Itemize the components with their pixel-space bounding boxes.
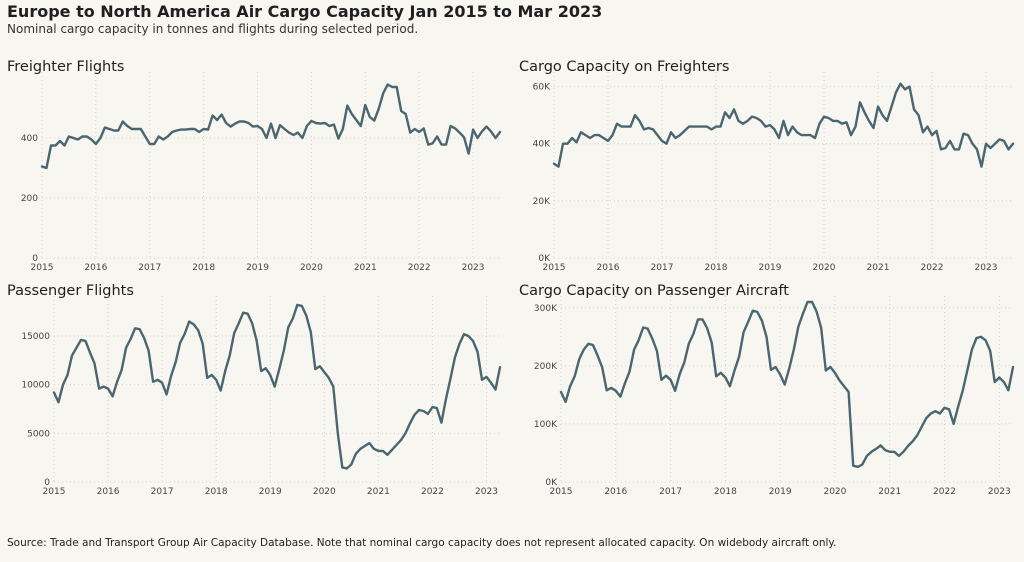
- x-tick-label: 2020: [300, 263, 323, 273]
- x-tick-label: 2018: [205, 487, 228, 497]
- x-tick-label: 2019: [769, 487, 792, 497]
- x-tick-label: 2015: [31, 263, 54, 273]
- y-tick-label: 0: [32, 254, 38, 264]
- x-tick-label: 2018: [714, 487, 737, 497]
- x-tick-label: 2021: [867, 263, 890, 273]
- x-tick-label: 2019: [759, 263, 782, 273]
- x-tick-label: 2023: [475, 487, 498, 497]
- chart-subtitle: Nominal cargo capacity in tonnes and fli…: [7, 22, 419, 36]
- x-tick-label: 2018: [192, 263, 215, 273]
- panel-title: Passenger Flights: [7, 283, 134, 299]
- series-line: [52, 303, 502, 470]
- y-tick-label: 200K: [534, 362, 558, 372]
- y-tick-label: 200: [21, 194, 38, 204]
- y-tick-label: 40K: [533, 140, 551, 150]
- x-tick-label: 2017: [138, 263, 161, 273]
- x-tick-label: 2015: [43, 487, 66, 497]
- y-tick-label: 400: [21, 134, 38, 144]
- x-tick-label: 2018: [705, 263, 728, 273]
- series-line: [40, 83, 502, 170]
- x-tick-label: 2021: [354, 263, 377, 273]
- y-tick-label: 10000: [21, 381, 50, 391]
- x-tick-label: 2016: [604, 487, 627, 497]
- panel-title: Freighter Flights: [7, 59, 125, 75]
- panel-title: Cargo Capacity on Freighters: [519, 59, 730, 75]
- x-tick-label: 2016: [84, 263, 107, 273]
- x-tick-label: 2019: [259, 487, 282, 497]
- y-tick-label: 0K: [538, 254, 551, 264]
- x-tick-label: 2020: [823, 487, 846, 497]
- series-line: [559, 300, 1015, 469]
- x-tick-label: 2016: [97, 487, 120, 497]
- x-tick-label: 2022: [421, 487, 444, 497]
- y-tick-label: 5000: [27, 429, 50, 439]
- x-tick-label: 2017: [151, 487, 174, 497]
- source-note: Source: Trade and Transport Group Air Ca…: [7, 537, 837, 549]
- y-tick-label: 300K: [534, 304, 558, 314]
- x-tick-label: 2023: [462, 263, 485, 273]
- x-tick-label: 2021: [367, 487, 390, 497]
- y-tick-label: 60K: [533, 83, 551, 93]
- chart-title: Europe to North America Air Cargo Capaci…: [7, 2, 603, 21]
- series-line: [552, 82, 1015, 168]
- y-tick-label: 0K: [545, 478, 558, 488]
- x-tick-label: 2019: [246, 263, 269, 273]
- x-tick-label: 2022: [408, 263, 431, 273]
- x-tick-label: 2017: [651, 263, 674, 273]
- y-tick-label: 0: [44, 478, 50, 488]
- x-tick-label: 2015: [550, 487, 573, 497]
- x-tick-label: 2017: [659, 487, 682, 497]
- x-tick-label: 2022: [921, 263, 944, 273]
- x-tick-label: 2015: [543, 263, 566, 273]
- panel-title: Cargo Capacity on Passenger Aircraft: [519, 283, 789, 299]
- y-tick-label: 15000: [21, 332, 50, 342]
- x-tick-label: 2023: [975, 263, 998, 273]
- x-tick-label: 2016: [597, 263, 620, 273]
- x-tick-label: 2021: [878, 487, 901, 497]
- x-tick-label: 2020: [813, 263, 836, 273]
- x-tick-label: 2020: [313, 487, 336, 497]
- x-tick-label: 2022: [933, 487, 956, 497]
- y-tick-label: 100K: [534, 420, 558, 430]
- x-tick-label: 2023: [988, 487, 1011, 497]
- y-tick-label: 20K: [533, 197, 551, 207]
